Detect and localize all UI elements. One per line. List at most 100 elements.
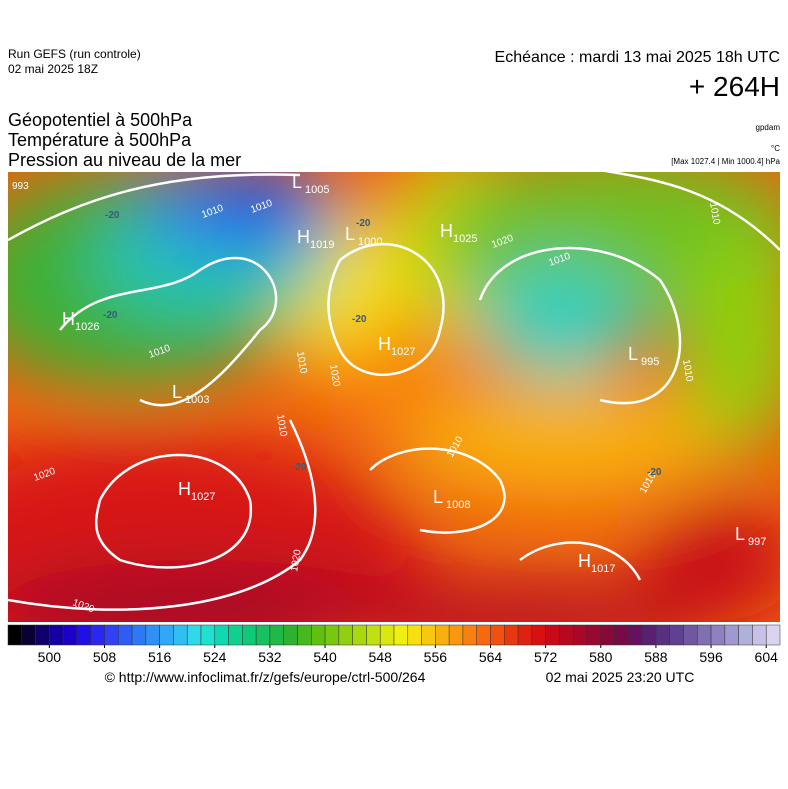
colorbar-swatch [669,624,684,646]
colorbar-tick-label: 548 [369,649,393,665]
colorbar-swatch [435,624,450,646]
pressure-center-value: 1025 [453,233,477,245]
colorbar-tick-label: 564 [479,649,503,665]
colorbar-swatch [352,624,367,646]
colorbar-tick-label: 508 [93,649,117,665]
isotherm-label: -20 [292,462,307,473]
isobar-label: 1010 [707,202,722,226]
colorbar-swatch [448,624,464,646]
colorbar-swatch [738,624,753,646]
colorbar-swatch [379,624,395,646]
isobar-label: 1020 [289,548,304,572]
pressure-center-value: 1019 [310,239,334,251]
map [8,172,780,622]
colorbar-tick-label: 540 [313,649,337,665]
colorbar-swatch [297,624,312,646]
field-name: Pression au niveau de la mer [8,150,241,170]
pressure-center-value: 1027 [191,491,215,503]
colorbar-swatch [173,624,188,646]
valid-time: Echéance : mardi 13 mai 2025 18h UTC [495,49,780,66]
extrema-label: [Max 1027.4 | Min 1000.4] hPa [671,157,780,166]
pressure-center-letter: L [433,487,443,507]
isotherm-label: -20 [356,218,371,229]
colorbar-tick-label: 500 [38,649,62,665]
pressure-center-letter: L [172,382,182,402]
colorbar-swatch [214,624,229,646]
colorbar-swatch [490,624,505,646]
generated-time: 02 mai 2025 23:20 UTC [546,669,695,685]
lead-time: + 264H [689,71,780,102]
colorbar-swatch [311,624,326,646]
field-name: Température à 500hPa [8,130,192,150]
colorbar-swatch [655,624,670,646]
colorbar-tick-label: 572 [534,649,558,665]
colorbar-tick-label: 604 [755,649,779,665]
colorbar-swatch [559,624,574,646]
colorbar-swatch [62,624,78,646]
run-date: 02 mai 2025 18Z [8,62,98,76]
colorbar-swatch [504,624,519,646]
colorbar-swatch [35,624,50,646]
colorbar-swatch [641,624,657,646]
isotherm-label: -20 [352,314,367,325]
colorbar-tick-label: 596 [699,649,723,665]
isobar-label: 1010 [680,359,695,383]
pressure-center-value: 1003 [185,394,209,406]
pressure-center-letter: H [297,227,310,247]
colorbar-swatch [476,624,491,646]
colorbar-swatch [228,624,243,646]
pressure-center-letter: L [345,224,355,244]
pressure-center-letter: H [62,309,75,329]
colorbar-tick-label: 556 [424,649,448,665]
pressure-center-letter: H [440,221,453,241]
colorbar-swatch [600,624,615,646]
colorbar-swatch [586,624,602,646]
colorbar-swatch [545,624,560,646]
colorbar-swatch [531,624,546,646]
colorbar-swatch [49,624,64,646]
colorbar-swatch [724,624,739,646]
colorbar-swatch [118,624,133,646]
pressure-center-value: 997 [748,536,766,548]
colorbar-swatch [186,624,202,646]
colorbar-tick-label: 588 [644,649,668,665]
isotherm-label: -20 [647,467,662,478]
colorbar-swatch [324,624,340,646]
colorbar-swatch [145,624,160,646]
pressure-center-letter: L [628,344,638,364]
field-name: Géopotentiel à 500hPa [8,110,193,130]
colorbar-tick-label: 516 [148,649,172,665]
isobar-label: 1010 [274,414,289,438]
colorbar-swatch [683,624,698,646]
colorbar-swatch [407,624,422,646]
colorbar-swatch [765,624,781,646]
colorbar-swatch [131,624,147,646]
colorbar-swatch [159,624,174,646]
colorbar-swatch [462,624,477,646]
pressure-center-value: 1026 [75,321,99,333]
colorbar-swatch [697,624,712,646]
colorbar-swatch [21,624,36,646]
colorbar-swatch [338,624,353,646]
colorbar-swatch [255,624,271,646]
colorbar-swatch [104,624,119,646]
pressure-center-value: 1027 [391,346,415,358]
colorbar-swatch [200,624,216,646]
pressure-center-value: 995 [641,356,659,368]
colorbar-tick-label: 524 [203,649,227,665]
colorbar-swatch [517,624,533,646]
isotherm-label: -20 [103,310,118,321]
colorbar-swatch [614,624,629,646]
pressure-center-value: 1000 [358,236,382,248]
isotherm-label: -20 [105,210,120,221]
colorbar-tick-label: 532 [258,649,282,665]
colorbar-swatch [269,624,284,646]
isobar-label: 1020 [327,364,342,388]
pressure-center-letter: H [178,479,191,499]
pressure-center-letter: H [578,551,591,571]
colorbar-swatch [7,624,23,646]
colorbar-swatch [572,624,588,646]
pressure-center-value: 1008 [446,499,470,511]
